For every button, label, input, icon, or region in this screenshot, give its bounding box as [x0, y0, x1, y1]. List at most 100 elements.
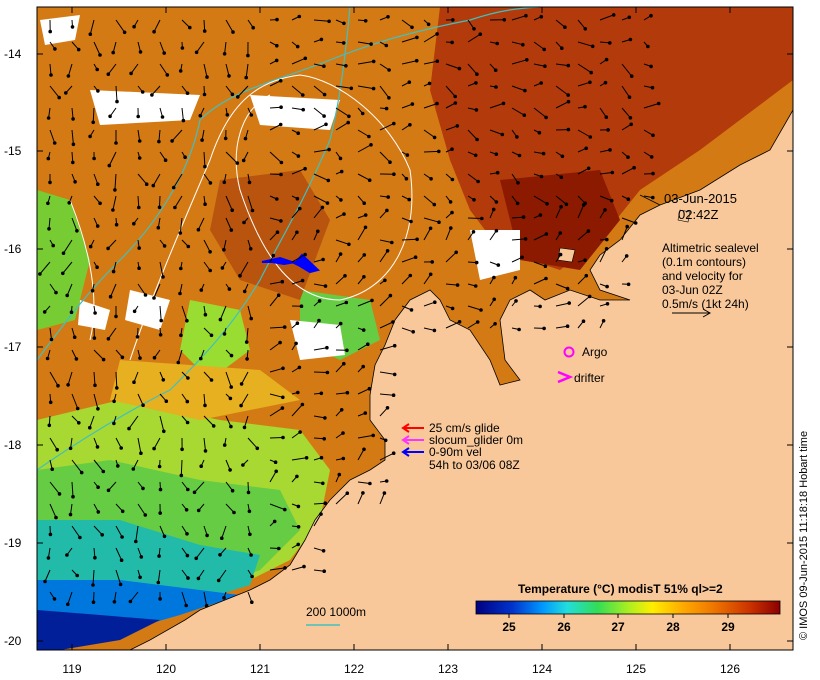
velocity-arrow-head [344, 64, 348, 68]
credit-text: © IMOS 09-Jun-2015 11:18:18 Hobart time [798, 430, 810, 640]
colorbar-title: Temperature (°C) modisT 51% ql>=2 [518, 582, 723, 596]
velocity-arrow-head [229, 385, 233, 389]
velocity-arrow-head [567, 301, 572, 305]
velocity-arrow-head [319, 391, 324, 396]
velocity-arrow [445, 63, 460, 70]
velocity-arrow [379, 321, 394, 329]
velocity-arrow-head [451, 18, 455, 22]
velocity-arrow-head [199, 356, 203, 361]
velocity-arrow [291, 57, 306, 65]
velocity-arrow-head [427, 81, 432, 86]
velocity-arrow-head [275, 197, 279, 201]
velocity-arrow-head [522, 113, 527, 117]
velocity-arrow-head [47, 423, 52, 428]
velocity-arrow [133, 371, 139, 383]
velocity-arrow [357, 492, 364, 505]
velocity-arrow-head [391, 320, 395, 324]
velocity-arrow-head [108, 294, 113, 299]
velocity-arrow-head [295, 321, 300, 326]
velocity-arrow-head [229, 228, 234, 232]
lon-tick: 119 [62, 662, 82, 676]
velocity-arrow [246, 327, 249, 343]
velocity-arrow [335, 122, 349, 131]
velocity-arrow-head [366, 342, 370, 347]
velocity-arrow-head [558, 252, 563, 257]
velocity-arrow-head [137, 156, 142, 160]
velocity-arrow [225, 63, 230, 77]
velocity-arrow [153, 19, 161, 32]
velocity-arrow-head [158, 597, 162, 601]
velocity-arrow-head [208, 250, 212, 254]
velocity-arrow-head [544, 232, 549, 236]
velocity-arrow-head [605, 284, 609, 289]
velocity-arrow-head [367, 178, 372, 182]
velocity-arrow-head [298, 206, 302, 211]
velocity-arrow-head [435, 101, 439, 106]
velocity-arrow [203, 173, 211, 184]
velocity-arrow-head [437, 149, 441, 154]
velocity-arrow-head [198, 113, 203, 118]
velocity-arrow [179, 217, 183, 234]
velocity-arrow-head [541, 151, 546, 156]
velocity-arrow [379, 371, 395, 375]
velocity-arrow-head [301, 93, 305, 97]
velocity-arrow-head [50, 467, 55, 472]
velocity-arrow [89, 415, 95, 428]
velocity-arrow [511, 216, 524, 219]
velocity-arrow-head [492, 297, 497, 302]
velocity-arrow [335, 492, 348, 505]
velocity-arrow-head [185, 553, 190, 558]
velocity-arrow-head [455, 283, 460, 287]
velocity-arrow-head [48, 29, 53, 34]
velocity-arrow [49, 481, 60, 495]
velocity-arrow-head [66, 74, 71, 78]
velocity-arrow-head [496, 263, 501, 267]
velocity-arrow-head [300, 278, 305, 283]
velocity-arrow [49, 129, 56, 144]
map-frame [36, 6, 794, 651]
velocity-arrow-head [368, 481, 372, 486]
velocity-arrow-head [363, 225, 368, 230]
velocity-arrow-head [68, 446, 73, 451]
velocity-arrow [221, 525, 227, 539]
velocity-arrow [225, 503, 235, 513]
velocity-arrow-head [120, 509, 125, 514]
velocity-arrow-head [433, 300, 437, 305]
velocity-arrow-head [583, 27, 588, 31]
velocity-arrow [67, 63, 73, 77]
velocity-arrow-head [408, 273, 413, 278]
velocity-arrow [379, 239, 392, 243]
velocity-arrow-head [278, 122, 283, 127]
velocity-arrow-head [222, 596, 226, 600]
velocity-arrow [44, 569, 51, 582]
velocity-arrow-head [91, 600, 96, 605]
velocity-arrow-head [246, 53, 250, 58]
velocity-arrow-head [205, 75, 209, 79]
velocity-arrow-head [186, 576, 190, 580]
velocity-arrow-head [537, 130, 542, 135]
velocity-arrow [291, 280, 303, 285]
velocity-arrow-head [194, 50, 199, 55]
velocity-arrow [555, 325, 568, 329]
altimetry-line: and velocity for [662, 269, 743, 283]
velocity-arrow-head [323, 501, 328, 506]
velocity-arrow [49, 63, 52, 76]
velocity-arrow [533, 195, 548, 205]
velocity-arrow-head [277, 546, 281, 551]
velocity-arrow [291, 254, 306, 263]
velocity-arrow [225, 19, 234, 33]
velocity-arrow-head [632, 165, 636, 170]
velocity-arrow [357, 41, 372, 45]
colorbar-tick: 25 [502, 620, 516, 634]
velocity-arrow-head [137, 246, 141, 250]
velocity-arrow-head [474, 81, 478, 85]
velocity-arrow-head [222, 332, 227, 336]
velocity-arrow [195, 547, 205, 559]
glider-legend-arrows [401, 423, 424, 457]
velocity-arrow-head [222, 247, 226, 252]
velocity-arrow-head [321, 481, 325, 486]
velocity-arrow [203, 151, 206, 167]
velocity-arrow [357, 60, 374, 65]
velocity-arrow [92, 107, 95, 123]
velocity-arrow-head [411, 330, 416, 334]
